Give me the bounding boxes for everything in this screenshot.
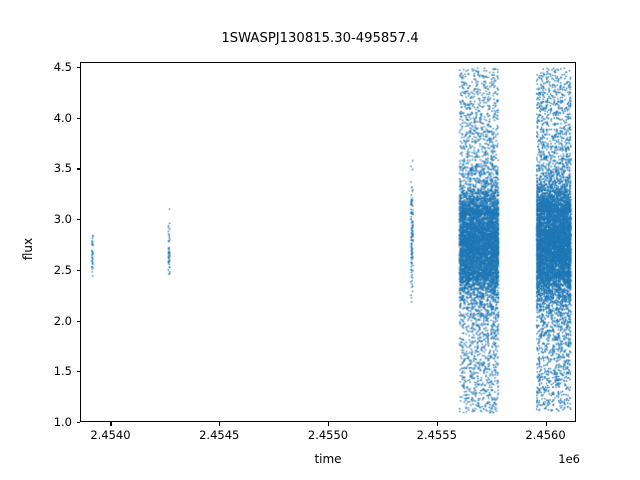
x-tick-label: 2.4555 xyxy=(416,428,457,442)
x-tick-label: 2.4540 xyxy=(90,428,131,442)
y-tick-label: 1.5 xyxy=(53,364,72,379)
plot-area[interactable] xyxy=(80,62,576,422)
scatter-points-layer xyxy=(81,63,575,421)
chart-title: 1SWASPJ130815.30-495857.4 xyxy=(221,31,419,46)
y-tick-label: 2.5 xyxy=(53,262,72,277)
x-tick-label: 2.4550 xyxy=(307,428,349,442)
y-tick-mark xyxy=(76,117,80,119)
x-tick-mark xyxy=(219,422,221,426)
x-axis-label: time xyxy=(314,452,342,466)
y-tick-label: 1.0 xyxy=(53,415,72,429)
y-tick-mark xyxy=(76,67,80,69)
x-tick-mark xyxy=(545,422,547,426)
y-tick-mark xyxy=(76,168,80,170)
y-tick-mark xyxy=(76,320,80,322)
x-tick-mark xyxy=(436,422,438,426)
x-tick-mark xyxy=(328,422,330,426)
x-tick-mark xyxy=(110,422,112,426)
y-tick-label: 3.0 xyxy=(53,212,72,227)
y-tick-label: 4.5 xyxy=(53,60,72,75)
y-tick-mark xyxy=(76,269,80,271)
y-tick-mark xyxy=(76,219,80,221)
y-tick-mark xyxy=(76,422,80,424)
x-tick-label: 2.4560 xyxy=(525,428,566,442)
x-axis-offset-label: 1e6 xyxy=(558,452,580,466)
y-tick-label: 4.0 xyxy=(53,110,72,125)
y-tick-mark xyxy=(76,371,80,373)
x-tick-label: 2.4545 xyxy=(199,428,240,442)
y-tick-label: 3.5 xyxy=(53,161,72,176)
y-tick-label: 2.0 xyxy=(53,313,72,328)
y-axis-label: flux xyxy=(21,237,35,261)
